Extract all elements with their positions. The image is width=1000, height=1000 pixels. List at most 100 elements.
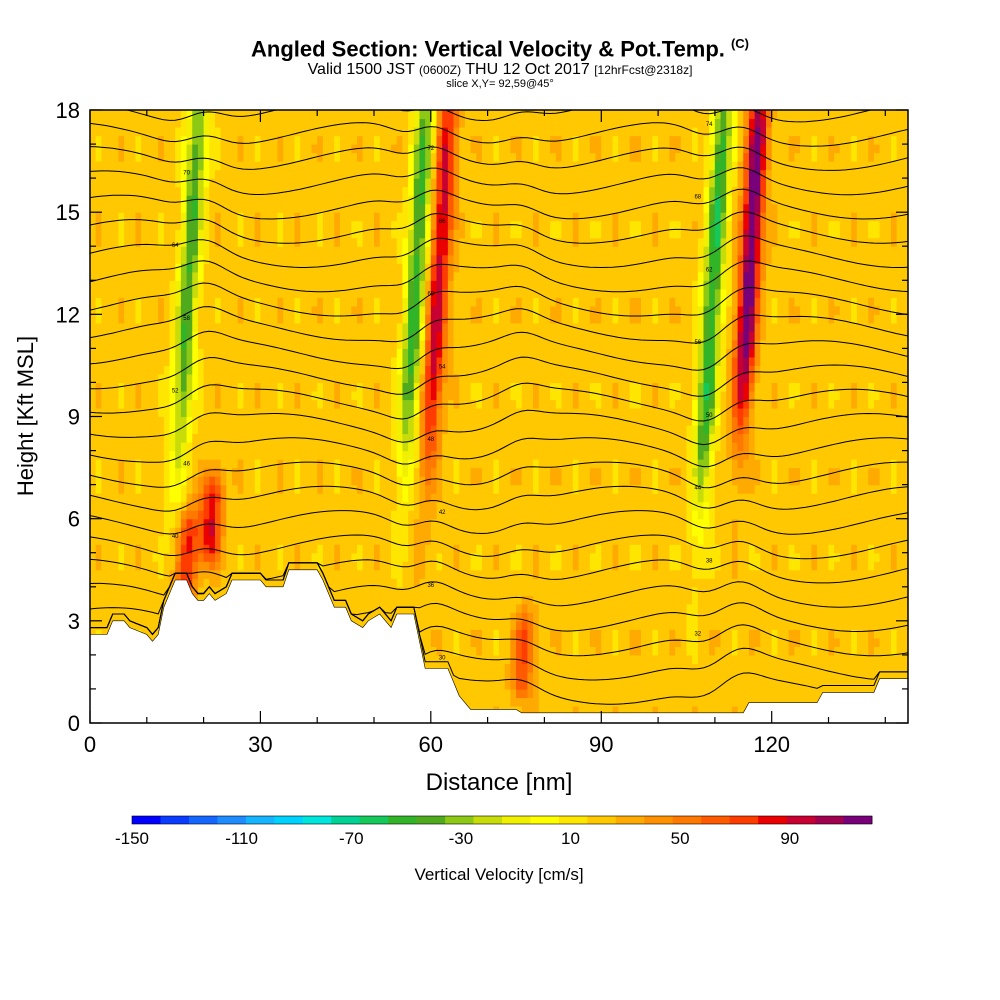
velocity-cell xyxy=(385,467,392,477)
velocity-cell xyxy=(328,339,335,349)
velocity-cell xyxy=(453,578,460,588)
velocity-cell xyxy=(408,493,415,503)
velocity-cell xyxy=(328,433,335,443)
velocity-cell xyxy=(356,203,364,213)
velocity-cell xyxy=(447,195,455,205)
velocity-cell xyxy=(385,535,392,545)
velocity-cell xyxy=(254,280,262,290)
velocity-cell xyxy=(90,263,97,273)
velocity-cell xyxy=(385,425,392,435)
velocity-cell xyxy=(345,161,352,171)
velocity-cell xyxy=(197,254,205,264)
velocity-cell xyxy=(402,178,409,188)
velocity-cell xyxy=(322,152,330,162)
velocity-cell xyxy=(112,212,119,222)
velocity-cell xyxy=(243,416,250,426)
velocity-cell xyxy=(345,390,352,401)
velocity-cell xyxy=(95,416,102,426)
velocity-cell xyxy=(402,254,409,264)
velocity-cell xyxy=(163,535,171,545)
velocity-cell xyxy=(425,476,432,486)
velocity-cell xyxy=(243,110,250,120)
velocity-cell xyxy=(180,297,188,307)
velocity-cell xyxy=(362,527,369,537)
velocity-cell xyxy=(345,442,352,452)
velocity-cell xyxy=(476,110,483,120)
velocity-cell xyxy=(402,365,409,375)
velocity-cell xyxy=(90,595,97,605)
velocity-cell xyxy=(249,195,256,205)
velocity-cell xyxy=(226,178,233,188)
velocity-cell xyxy=(112,118,119,128)
velocity-cell xyxy=(203,110,210,120)
velocity-cell xyxy=(430,578,438,588)
velocity-cell xyxy=(447,603,455,613)
velocity-cell xyxy=(135,459,142,469)
velocity-cell xyxy=(226,271,233,281)
velocity-cell xyxy=(396,493,404,503)
velocity-cell xyxy=(214,348,222,358)
velocity-cell xyxy=(408,365,415,375)
velocity-cell xyxy=(374,569,381,579)
velocity-cell xyxy=(464,442,472,452)
velocity-cell xyxy=(254,476,262,486)
velocity-cell xyxy=(385,212,392,222)
velocity-cell xyxy=(328,578,335,588)
velocity-cell xyxy=(209,314,216,324)
velocity-cell xyxy=(163,586,171,596)
velocity-cell xyxy=(95,237,102,247)
velocity-cell xyxy=(334,510,341,520)
velocity-cell xyxy=(124,237,131,247)
velocity-cell xyxy=(146,373,154,384)
velocity-cell xyxy=(260,416,267,426)
velocity-cell xyxy=(447,110,455,120)
velocity-cell xyxy=(107,442,114,452)
velocity-cell xyxy=(135,161,142,171)
velocity-cell xyxy=(408,569,415,579)
velocity-cell xyxy=(260,144,267,154)
velocity-cell xyxy=(300,314,307,324)
velocity-cell xyxy=(192,288,199,298)
velocity-cell xyxy=(243,237,250,247)
velocity-cell xyxy=(146,195,154,205)
velocity-cell xyxy=(328,382,335,392)
velocity-cell xyxy=(243,144,250,154)
velocity-cell xyxy=(351,603,358,613)
velocity-cell xyxy=(447,586,455,596)
velocity-cell xyxy=(254,212,262,222)
velocity-cell xyxy=(277,118,284,128)
velocity-cell xyxy=(129,297,137,307)
velocity-cell xyxy=(186,399,193,409)
velocity-cell xyxy=(476,629,483,639)
velocity-cell xyxy=(396,169,404,179)
velocity-cell xyxy=(260,407,267,418)
velocity-cell xyxy=(146,212,154,222)
velocity-cell xyxy=(305,127,313,137)
velocity-cell xyxy=(453,339,460,349)
velocity-cell xyxy=(447,237,455,247)
velocity-cell xyxy=(396,229,404,239)
velocity-cell xyxy=(294,186,301,196)
velocity-cell xyxy=(362,212,369,222)
velocity-cell xyxy=(152,331,159,341)
velocity-cell xyxy=(379,322,386,332)
velocity-cell xyxy=(305,356,313,367)
velocity-cell xyxy=(169,425,176,435)
velocity-cell xyxy=(391,127,398,137)
velocity-cell xyxy=(459,535,466,545)
velocity-cell xyxy=(118,510,125,520)
velocity-cell xyxy=(391,399,398,409)
velocity-cell xyxy=(345,322,352,332)
velocity-cell xyxy=(158,348,165,358)
velocity-cell xyxy=(203,501,210,511)
velocity-cell xyxy=(442,425,449,435)
velocity-cell xyxy=(425,637,432,647)
velocity-cell xyxy=(118,416,125,426)
velocity-cell xyxy=(237,339,244,349)
velocity-cell xyxy=(260,544,267,554)
velocity-cell xyxy=(112,450,119,460)
velocity-cell xyxy=(232,544,239,554)
velocity-cell xyxy=(175,450,182,460)
velocity-cell xyxy=(430,535,438,545)
velocity-cell xyxy=(146,331,154,341)
